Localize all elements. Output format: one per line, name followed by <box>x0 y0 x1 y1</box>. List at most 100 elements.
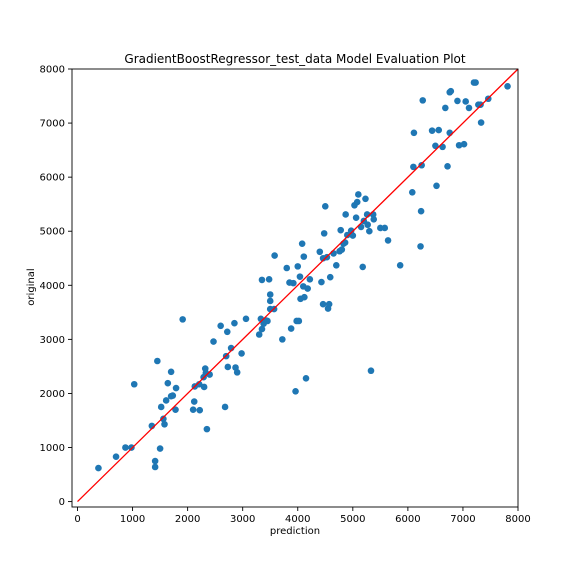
data-point <box>265 276 273 283</box>
data-point <box>296 273 304 280</box>
data-point <box>410 129 418 137</box>
data-point <box>203 425 211 433</box>
data-point <box>128 444 135 451</box>
data-point <box>417 243 424 250</box>
data-point <box>418 161 425 169</box>
data-point <box>432 142 439 150</box>
data-point <box>359 263 367 271</box>
y-tick-label: 4000 <box>40 281 65 292</box>
data-point <box>325 300 333 308</box>
y-tick-label: 2000 <box>40 389 65 400</box>
y-tick-label: 1000 <box>40 443 65 454</box>
data-point <box>460 140 468 148</box>
data-point <box>306 276 314 283</box>
data-point <box>362 195 369 203</box>
x-tick-label: 5000 <box>340 514 365 525</box>
data-point <box>266 297 274 305</box>
data-point <box>384 237 392 244</box>
reference-line <box>77 68 519 503</box>
data-point <box>352 214 360 222</box>
data-point <box>231 319 238 327</box>
data-point <box>283 264 291 272</box>
x-tick-label: 6000 <box>395 514 420 525</box>
data-point <box>161 420 168 428</box>
data-point <box>338 246 346 253</box>
data-point <box>217 322 224 330</box>
data-point <box>454 97 461 105</box>
data-point <box>223 328 231 336</box>
data-point <box>408 188 416 196</box>
x-tick-label: 7000 <box>450 514 475 525</box>
data-point <box>353 198 361 206</box>
data-point <box>417 207 425 215</box>
data-point <box>130 380 138 388</box>
data-point <box>210 338 217 345</box>
data-point <box>154 357 161 365</box>
data-point <box>302 375 310 382</box>
x-tick-label: 2000 <box>175 514 200 525</box>
data-point <box>172 384 180 392</box>
data-point <box>157 403 165 411</box>
data-point <box>258 325 266 333</box>
data-point <box>435 126 443 134</box>
data-point <box>304 285 311 292</box>
data-point <box>294 263 302 270</box>
data-point <box>433 182 440 190</box>
x-tick-label: 3000 <box>230 514 255 525</box>
x-tick-label: 1000 <box>120 514 145 525</box>
data-point <box>442 104 449 112</box>
data-point <box>151 463 159 471</box>
data-point <box>255 331 263 338</box>
data-point <box>367 367 375 375</box>
data-point <box>179 316 186 323</box>
data-point <box>196 406 204 414</box>
data-point <box>355 191 362 198</box>
data-point <box>318 278 325 286</box>
data-point <box>238 350 245 357</box>
data-point <box>301 293 308 301</box>
y-tick-label: 3000 <box>40 335 65 346</box>
data-point <box>419 97 427 104</box>
data-point <box>195 380 203 388</box>
axes-frame <box>71 68 519 508</box>
data-point <box>477 101 484 108</box>
data-point <box>381 224 389 232</box>
data-point <box>396 261 404 269</box>
data-point <box>316 248 324 256</box>
data-point <box>95 464 102 472</box>
data-point <box>151 457 159 465</box>
data-point <box>172 406 179 413</box>
data-point <box>364 221 371 229</box>
y-tick-label: 8000 <box>40 65 65 76</box>
data-point <box>279 336 286 343</box>
data-point <box>444 163 451 170</box>
y-tick-label: 6000 <box>40 173 65 184</box>
y-axis-label: original <box>26 268 37 305</box>
y-tick-label: 5000 <box>40 227 65 238</box>
data-point <box>472 79 479 86</box>
data-point <box>264 317 271 325</box>
data-point <box>224 363 232 371</box>
data-point <box>370 216 378 223</box>
data-point <box>342 211 349 218</box>
data-point <box>319 300 327 308</box>
x-tick-label: 4000 <box>285 514 310 525</box>
data-point <box>160 415 167 423</box>
x-tick-label: 8000 <box>505 514 530 525</box>
data-point <box>233 369 241 376</box>
data-point <box>162 397 170 404</box>
data-point <box>446 129 454 137</box>
data-point <box>455 141 463 149</box>
y-tick-label: 0 <box>59 497 65 508</box>
chart-title: GradientBoostRegressor_test_data Model E… <box>124 52 466 66</box>
data-point <box>330 250 337 257</box>
data-point <box>366 227 373 235</box>
data-point <box>189 406 197 413</box>
data-point <box>190 398 198 405</box>
data-point <box>112 453 120 461</box>
data-point <box>332 261 340 269</box>
x-axis-label: prediction <box>270 526 320 537</box>
